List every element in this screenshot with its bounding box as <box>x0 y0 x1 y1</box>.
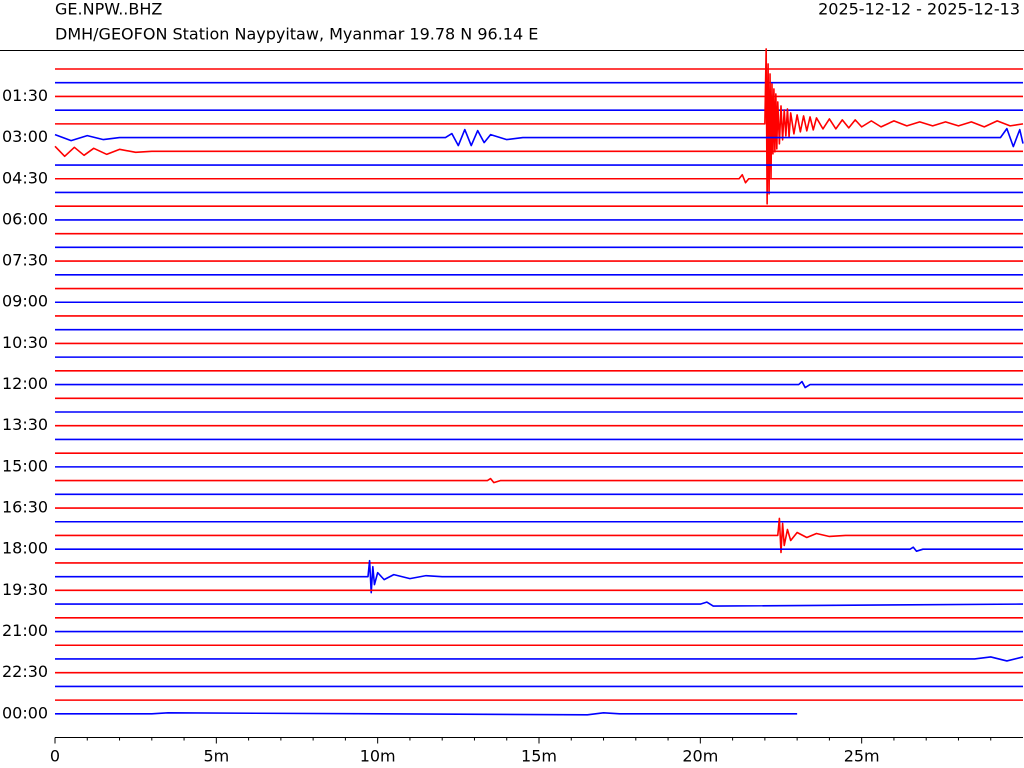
x-tick-label: 25m <box>844 747 880 766</box>
x-tick-label: 10m <box>360 747 396 766</box>
x-tick-label: 20m <box>682 747 718 766</box>
row-label: 12:00 <box>2 374 48 393</box>
trace <box>55 601 1024 607</box>
trace <box>55 477 1023 484</box>
row-label: 09:00 <box>2 292 48 311</box>
row-label: 21:00 <box>2 621 48 640</box>
row-label: 19:30 <box>2 580 48 599</box>
row-label: 04:30 <box>2 168 48 187</box>
row-label: 18:00 <box>2 539 48 558</box>
trace <box>55 712 798 716</box>
row-label: 16:30 <box>2 498 48 517</box>
trace <box>54 145 1023 158</box>
row-label: 01:30 <box>2 86 48 105</box>
x-tick-label: 5m <box>203 747 229 766</box>
row-label: 13:30 <box>2 415 48 434</box>
chart-title: GE.NPW..BHZ <box>55 0 162 19</box>
trace <box>55 559 1023 594</box>
row-label: 22:30 <box>2 662 48 681</box>
trace <box>55 48 1024 205</box>
trace <box>55 517 1023 554</box>
trace <box>55 546 1023 552</box>
chart-subtitle: DMH/GEOFON Station Naypyitaw, Myanmar 19… <box>55 25 538 44</box>
row-label: 07:30 <box>2 251 48 270</box>
row-label: 00:00 <box>2 703 48 722</box>
row-label: 03:00 <box>2 127 48 146</box>
date-range: 2025-12-12 - 2025-12-13 <box>818 0 1020 19</box>
trace <box>55 173 1023 184</box>
row-label: 10:30 <box>2 333 48 352</box>
row-label: 15:00 <box>2 456 48 475</box>
x-tick-label: 15m <box>521 747 557 766</box>
row-label: 06:00 <box>2 209 48 228</box>
trace <box>55 656 1024 662</box>
x-tick-label: 0 <box>50 747 60 766</box>
trace <box>54 127 1024 148</box>
trace <box>55 380 1023 389</box>
